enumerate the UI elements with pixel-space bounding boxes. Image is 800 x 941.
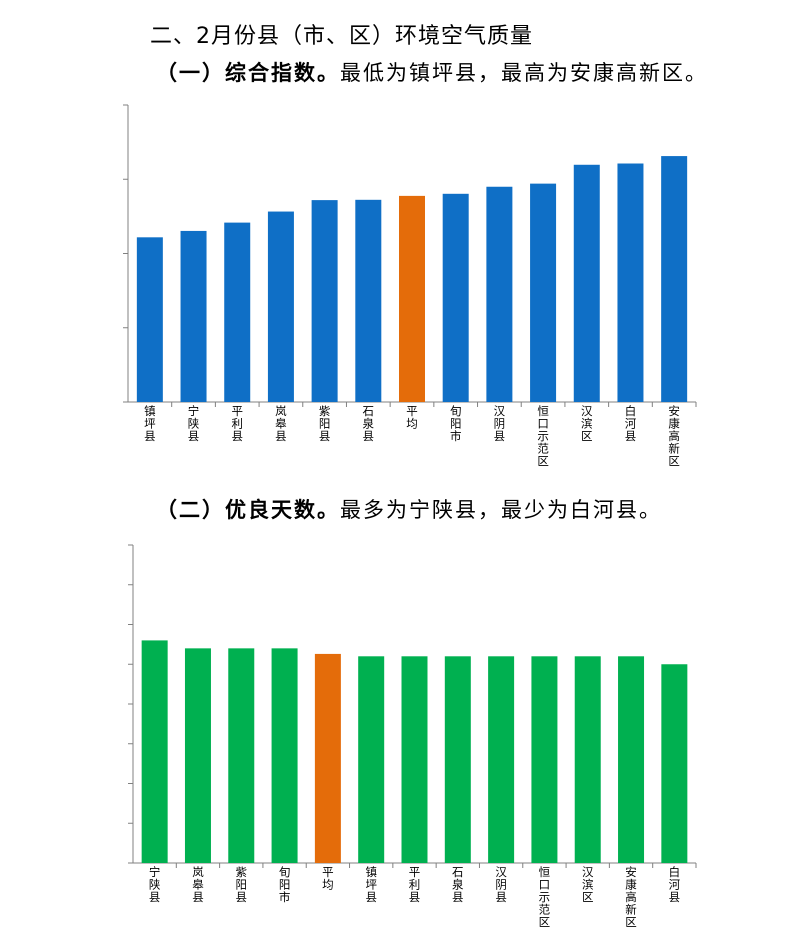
category-label: 平均: [322, 865, 334, 892]
bar: [661, 664, 688, 863]
section-heading: 二、2月份县（市、区）环境空气质量: [150, 24, 533, 49]
bar: [136, 237, 163, 402]
bar: [486, 186, 513, 402]
bar: [618, 656, 645, 863]
category-label: 石泉县: [452, 865, 464, 904]
category-label: 汉阴县: [494, 404, 506, 443]
bar: [574, 656, 601, 863]
category-label: 岚皋县: [192, 865, 204, 904]
bar: [271, 648, 298, 863]
category-label: 宁陕县: [188, 404, 200, 443]
subheading-composite-index-text: 最低为镇坪县，最高为安康高新区。: [340, 61, 708, 85]
category-label: 平利县: [409, 865, 421, 904]
category-label: 紫阳县: [319, 404, 331, 443]
bar: [488, 656, 515, 863]
category-label: 恒口示范区: [539, 865, 551, 929]
subheading-composite-index: （一）综合指数。最低为镇坪县，最高为安康高新区。: [156, 57, 708, 87]
bar: [224, 222, 251, 402]
bar: [401, 656, 428, 863]
bar: [314, 653, 341, 863]
category-label: 白河县: [625, 404, 637, 443]
bar: [444, 656, 471, 863]
category-label: 旬阳市: [279, 865, 291, 904]
bar: [184, 648, 211, 863]
bar: [355, 199, 382, 402]
bar: [399, 195, 425, 402]
category-label: 恒口示范区: [537, 404, 549, 468]
subheading-good-days: （二）优良天数。最多为宁陕县，最少为白河县。: [156, 494, 662, 524]
subheading-composite-index-bold: （一）综合指数。: [156, 61, 340, 85]
category-label: 汉滨区: [582, 865, 594, 904]
category-label: 汉滨区: [581, 404, 593, 443]
bar: [530, 183, 557, 402]
category-label: 平均: [406, 404, 418, 431]
bar: [442, 193, 469, 402]
bar: [228, 648, 255, 863]
bar: [141, 640, 168, 863]
bar: [267, 211, 294, 402]
bar: [661, 156, 688, 402]
category-label: 岚皋县: [275, 404, 287, 443]
category-label: 汉阴县: [495, 865, 507, 904]
bar: [617, 163, 644, 402]
bar: [573, 164, 600, 402]
subheading-good-days-text: 最多为宁陕县，最少为白河县。: [340, 498, 662, 522]
bar: [180, 230, 207, 402]
category-label: 平利县: [231, 404, 243, 443]
bar: [531, 656, 558, 863]
bar: [358, 656, 385, 863]
category-label: 镇坪县: [144, 404, 156, 443]
category-label: 石泉县: [363, 404, 375, 443]
subheading-good-days-bold: （二）优良天数。: [156, 498, 340, 522]
category-label: 白河县: [669, 865, 681, 904]
category-label: 镇坪县: [365, 865, 377, 904]
category-label: 安康高新区: [668, 404, 680, 468]
category-label: 安康高新区: [625, 865, 637, 929]
category-label: 紫阳县: [236, 865, 248, 904]
bar: [311, 200, 338, 402]
category-label: 宁陕县: [149, 865, 161, 904]
category-label: 旬阳市: [450, 404, 462, 443]
